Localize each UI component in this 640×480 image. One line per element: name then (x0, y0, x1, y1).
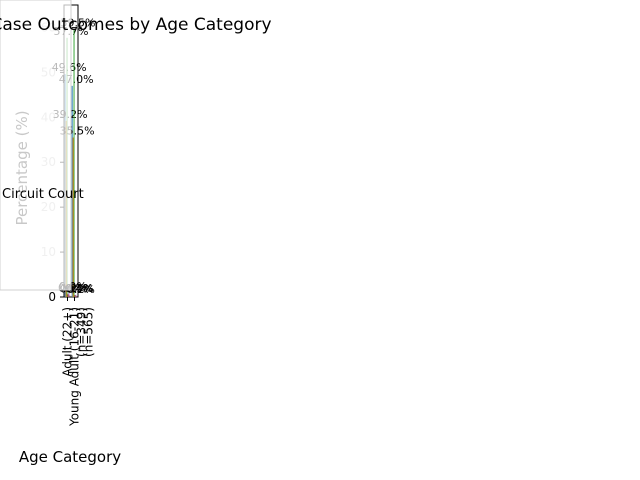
x-tick-label: (n=349) (75, 307, 89, 357)
bar (67, 294, 69, 297)
x-axis-label: Age Category (19, 448, 121, 466)
bar (75, 294, 77, 297)
x-tick-label: (n=565) (82, 307, 96, 357)
bar (71, 85, 73, 297)
legend-entry-circuit-court: Circuit Court (2, 187, 84, 202)
bar-data-label: 0.2% (67, 283, 95, 296)
y-tick-label: 0 (48, 290, 56, 304)
bar (73, 29, 75, 297)
x-tick-label-group: Young Adult (16-21) (n=565) (68, 307, 96, 427)
bar (76, 296, 78, 297)
bar (74, 295, 76, 297)
bar-data-label: 0.4% (65, 282, 93, 295)
x-tick-label: Adult (22+) (61, 307, 75, 377)
x-tick-label: Young Adult (16-21) (68, 307, 82, 427)
faded-overlay-panel (0, 0, 72, 291)
y-axis-label: Percentage (%) (13, 110, 31, 225)
bar (69, 295, 71, 297)
x-tick-label-group: Adult (22+) (n=349) (61, 307, 89, 377)
bar-data-label: 0.5% (66, 282, 94, 295)
overlay-frame (0, 0, 72, 291)
bar (68, 292, 70, 297)
chart-title: Case Outcomes by Age Category (0, 15, 272, 35)
bar (72, 137, 74, 297)
